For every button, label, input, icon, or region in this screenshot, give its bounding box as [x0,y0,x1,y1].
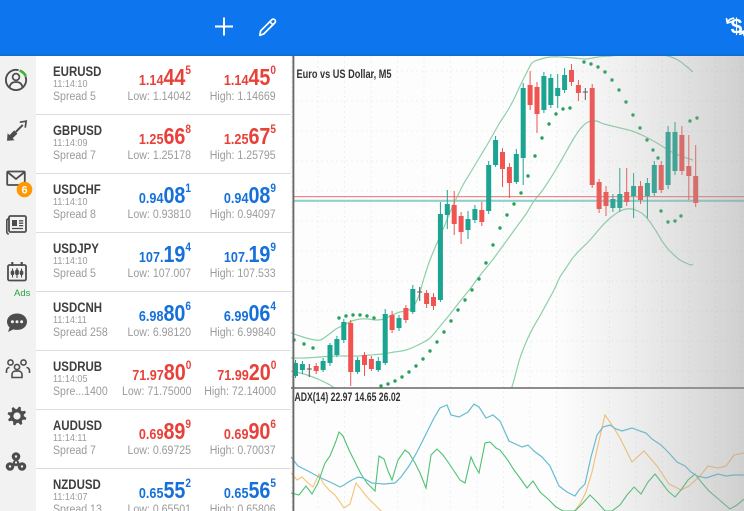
svg-text:Ads: Ads [14,288,31,299]
svg-text:$: $ [731,16,743,39]
svg-text:6: 6 [21,185,27,197]
